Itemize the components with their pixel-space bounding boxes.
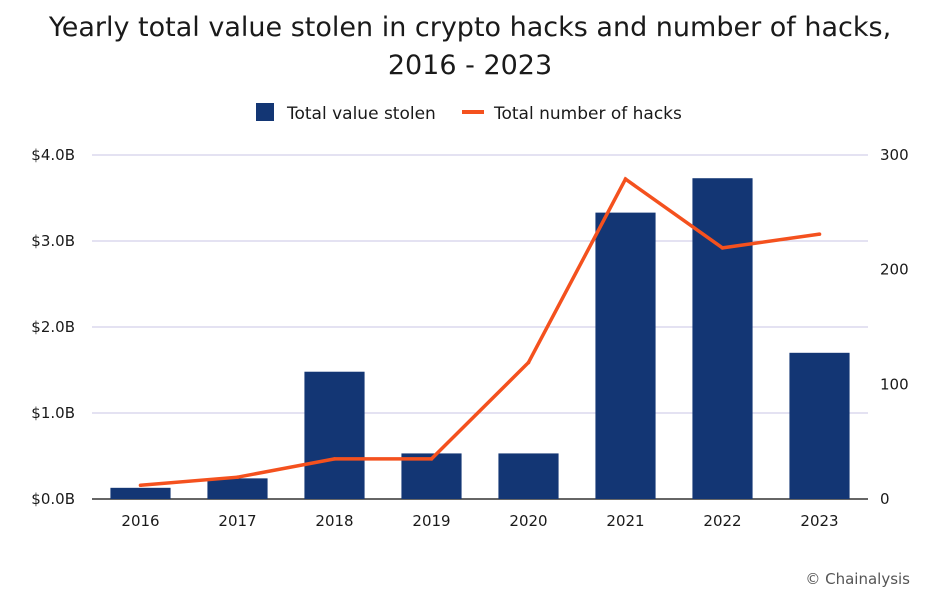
hacks-point-2022 xyxy=(720,246,725,250)
right-axis: 0 100 200 300 xyxy=(880,146,909,508)
legend-bar-swatch xyxy=(256,103,274,121)
bar-2018 xyxy=(304,371,365,499)
bar-2021 xyxy=(595,212,656,499)
right-axis-tick-label: 100 xyxy=(880,375,909,393)
hacks-point-2018 xyxy=(332,457,337,461)
bar-2022 xyxy=(692,178,753,499)
hacks-point-2021 xyxy=(623,177,628,181)
hacks-point-2020 xyxy=(526,360,531,365)
chart-title-line-2: 2016 - 2023 xyxy=(388,50,552,81)
x-axis-tick-label: 2016 xyxy=(121,512,159,530)
bar-2019 xyxy=(401,453,462,499)
legend-line-label: Total number of hacks xyxy=(493,104,682,124)
left-axis-tick-label: $2.0B xyxy=(31,318,75,336)
hacks-point-2019 xyxy=(429,457,434,461)
hacks-point-2016 xyxy=(138,483,143,488)
chart-title-line-1: Yearly total value stolen in crypto hack… xyxy=(48,12,891,43)
left-axis-tick-label: $4.0B xyxy=(31,146,75,164)
hacks-point-2017 xyxy=(235,475,240,480)
hacks-line xyxy=(140,176,820,487)
x-axis-tick-label: 2017 xyxy=(218,512,256,530)
left-axis-tick-label: $1.0B xyxy=(31,404,75,422)
bar-layer xyxy=(110,178,850,499)
bar-2020 xyxy=(498,453,559,499)
legend-bar-label: Total value stolen xyxy=(286,104,436,124)
bar-2023 xyxy=(789,352,850,499)
x-axis-tick-label: 2019 xyxy=(412,512,450,530)
x-axis: 2016 2017 2018 2019 2020 2021 2022 2023 xyxy=(121,512,838,530)
bar-2016 xyxy=(110,487,171,499)
source-credit: © Chainalysis xyxy=(805,570,910,588)
legend-line-swatch xyxy=(462,110,484,114)
right-axis-tick-label: 300 xyxy=(880,146,909,164)
left-axis-tick-label: $0.0B xyxy=(31,490,75,508)
x-axis-tick-label: 2020 xyxy=(509,512,547,530)
bar-2017 xyxy=(207,478,268,499)
line-layer xyxy=(138,176,822,488)
hacks-point-2023 xyxy=(817,232,822,236)
right-axis-tick-label: 0 xyxy=(880,490,890,508)
x-axis-tick-label: 2021 xyxy=(606,512,644,530)
left-axis-tick-label: $3.0B xyxy=(31,232,75,250)
legend: Total value stolen Total number of hacks xyxy=(256,103,682,124)
left-axis: $0.0B $1.0B $2.0B $3.0B $4.0B xyxy=(31,146,75,508)
right-axis-tick-label: 200 xyxy=(880,261,909,279)
x-axis-tick-label: 2023 xyxy=(800,512,838,530)
x-axis-tick-label: 2022 xyxy=(703,512,741,530)
x-axis-tick-label: 2018 xyxy=(315,512,353,530)
